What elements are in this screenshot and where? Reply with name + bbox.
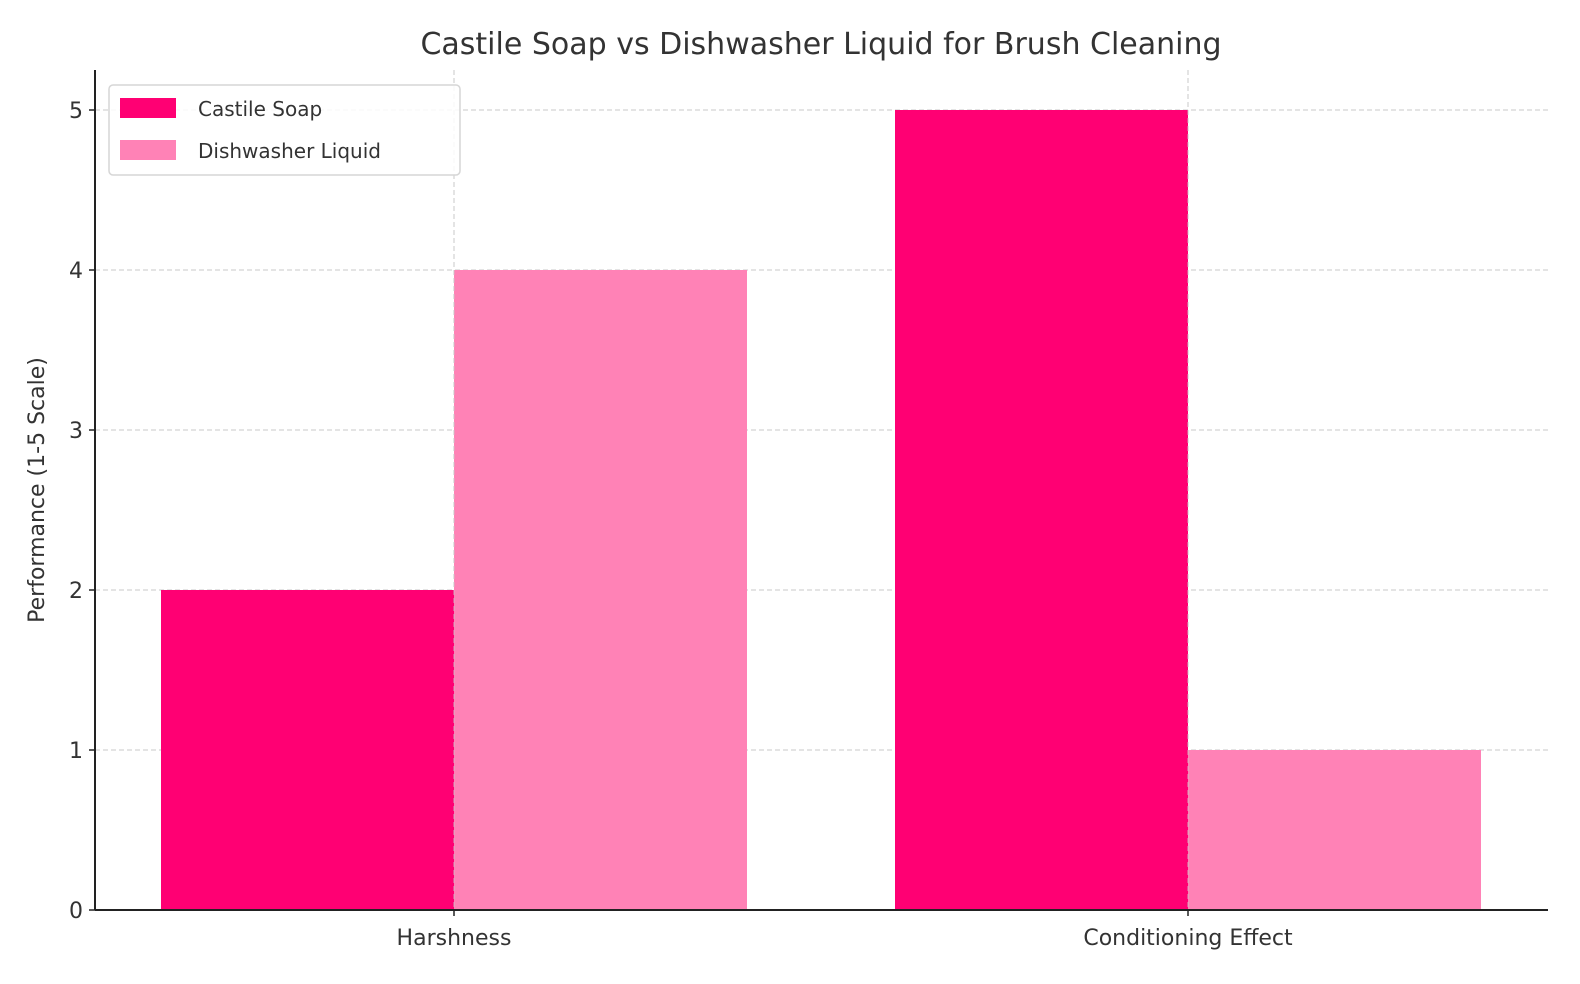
y-tick-label: 4 — [69, 259, 83, 284]
bar-castile-soap-conditioning-effect — [895, 110, 1188, 910]
bar-dishwasher-liquid-harshness — [454, 270, 747, 910]
x-tick-label: Conditioning Effect — [1083, 926, 1293, 951]
y-tick-label: 5 — [69, 99, 83, 124]
legend-swatch — [120, 98, 176, 118]
bars — [161, 70, 1481, 910]
x-tick-label: Harshness — [397, 926, 512, 951]
bar-dishwasher-liquid-conditioning-effect — [1188, 750, 1481, 910]
y-tick-label: 2 — [69, 579, 83, 604]
legend: Castile Soap Dishwasher Liquid — [108, 84, 461, 176]
legend-label: Dishwasher Liquid — [198, 139, 381, 163]
legend-label: Castile Soap — [198, 97, 322, 121]
bar-castile-soap-harshness — [161, 590, 454, 910]
y-tick-label: 1 — [69, 739, 83, 764]
y-tick-label: 3 — [69, 419, 83, 444]
chart-title: Castile Soap vs Dishwasher Liquid for Br… — [420, 27, 1221, 62]
axes: 0 1 2 3 4 5 Harshness Conditioning Effect — [69, 70, 1548, 951]
legend-swatch — [120, 140, 176, 160]
y-tick-label: 0 — [69, 899, 83, 924]
legend-box — [108, 84, 461, 176]
y-axis-label: Performance (1-5 Scale) — [25, 357, 50, 623]
